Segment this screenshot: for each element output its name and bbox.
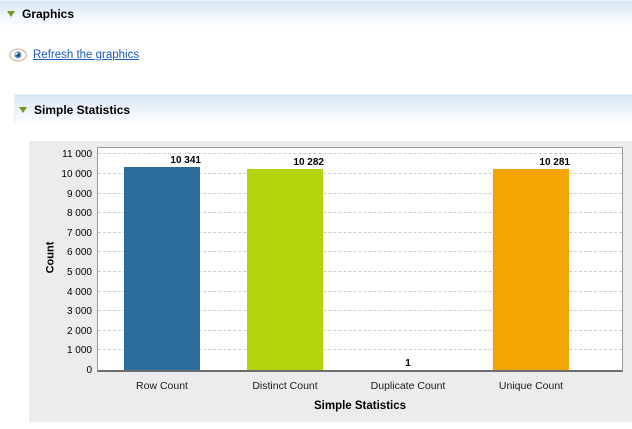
category-label: Duplicate Count <box>370 380 446 392</box>
bar-distinct-count <box>247 168 323 370</box>
graphics-section-header[interactable]: Graphics <box>0 0 632 27</box>
simple-statistics-section-header[interactable]: Simple Statistics <box>14 94 632 124</box>
eye-icon <box>9 48 27 62</box>
plot-area: Simple Statistics 10 341 Row Count 10 282 D… <box>97 147 623 412</box>
refresh-graphics-row: Refresh the graphics <box>9 48 139 62</box>
gridline <box>98 271 622 273</box>
bar-value-label: 10 281 <box>539 156 570 168</box>
refresh-graphics-link[interactable]: Refresh the graphics <box>33 49 140 61</box>
gridline <box>98 192 622 194</box>
bar-value-label: 10 341 <box>170 155 201 167</box>
category-label: Distinct Count <box>252 380 318 392</box>
gridline <box>98 290 622 292</box>
y-tick-label: 10 000 <box>61 169 92 181</box>
bar-row-count <box>124 167 200 370</box>
y-tick-label: 0 <box>86 365 92 376</box>
bar-value-label: 1 <box>405 357 411 369</box>
gridline <box>98 329 622 331</box>
collapse-triangle-icon[interactable] <box>7 11 15 17</box>
y-tick-label: 3 000 <box>66 306 92 318</box>
y-tick-label: 5 000 <box>66 267 92 279</box>
category-label: Row Count <box>136 380 188 392</box>
y-tick-label: 11 000 <box>62 149 92 161</box>
gridline <box>98 231 622 233</box>
gridline <box>98 251 622 253</box>
x-axis-title: Simple Statistics <box>313 400 407 412</box>
gridline <box>98 310 622 312</box>
gridline <box>98 212 622 214</box>
y-tick-label: 7 000 <box>66 227 92 239</box>
y-tick-label: 9 000 <box>66 188 92 200</box>
y-tick-label: 4 000 <box>66 286 92 298</box>
gridline <box>98 153 622 155</box>
y-tick-label: 8 000 <box>66 208 92 220</box>
y-tick-label: 2 000 <box>66 325 92 337</box>
y-tick-label: 1 000 <box>66 345 92 357</box>
category-label: Unique Count <box>498 380 564 392</box>
simple-statistics-chart: Count Simple Statistics 10 341 Row Count 1… <box>29 141 632 422</box>
collapse-triangle-icon[interactable] <box>19 106 27 113</box>
simple-statistics-section-title: Simple Statistics <box>34 102 131 117</box>
y-tick-label: 6 000 <box>66 247 92 259</box>
gridline <box>98 173 622 175</box>
graphics-section-title: Graphics <box>22 7 75 21</box>
bar-unique-count <box>493 168 569 370</box>
gridline <box>98 349 622 351</box>
bar-value-label: 10 282 <box>293 156 324 168</box>
